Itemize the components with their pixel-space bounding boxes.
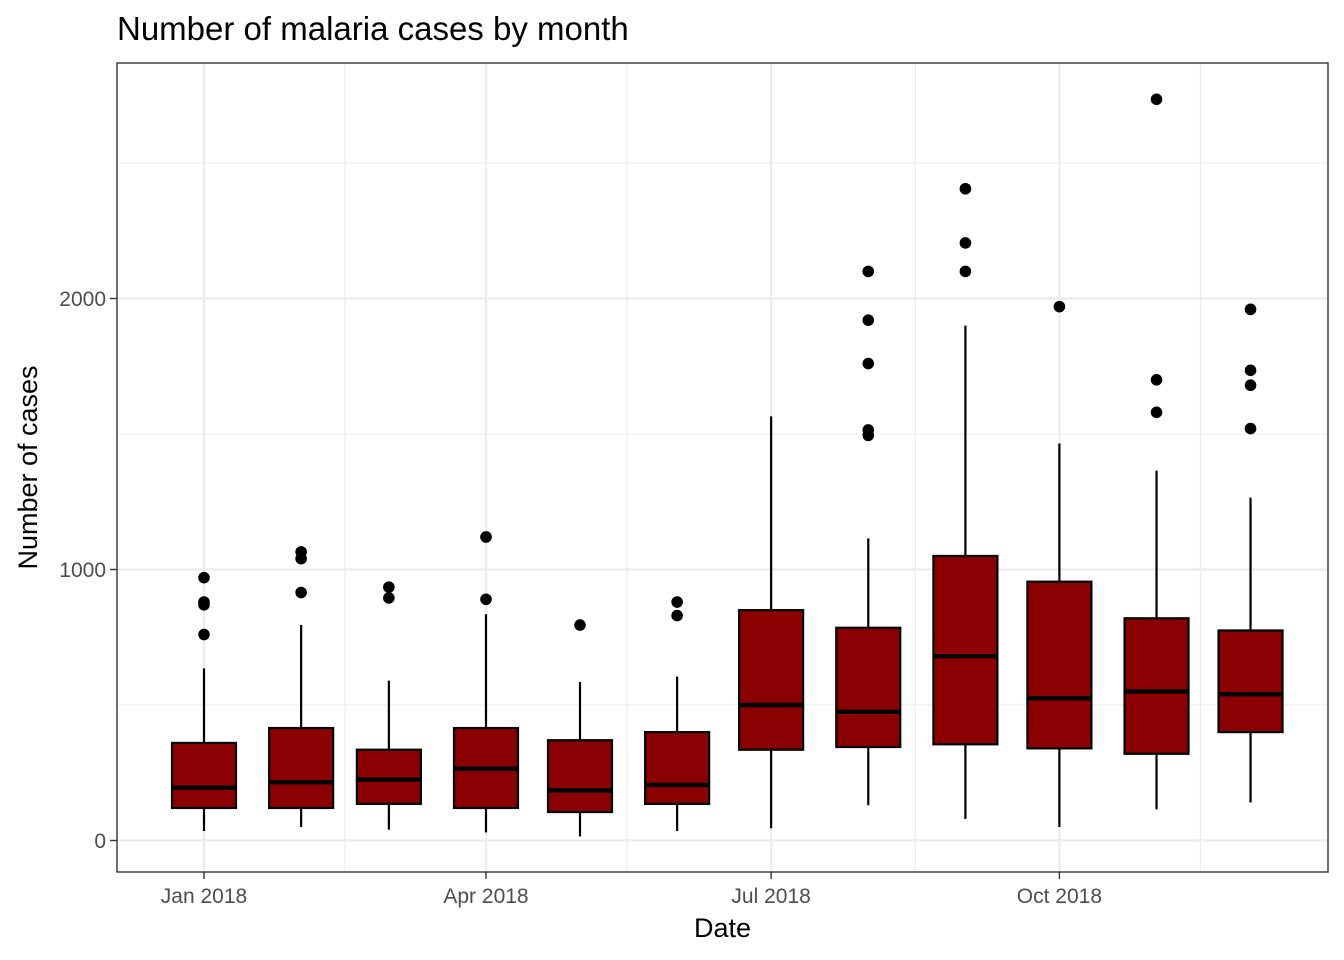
outlier-point [198,628,210,641]
panel-border [116,62,1329,873]
x-tick-label: Jul 2018 [731,885,810,908]
outlier-point [671,596,683,608]
boxplots [170,93,1284,837]
outlier-point [862,424,875,436]
outlier-point [1244,303,1257,316]
outlier-point [862,357,875,370]
x-tick-label: Jan 2018 [161,885,247,908]
outlier-point [574,619,586,631]
boxplot-2018-04 [452,531,520,833]
chart-title: Number of malaria cases by month [117,10,629,47]
outlier-point [959,182,972,195]
y-tick-label: 2000 [59,288,106,311]
axes: 0 1000 2000 Jan 2018 Apr 2018 Jul 2018 Oct 201… [59,288,1102,908]
outlier-point [383,592,395,604]
outlier-point [862,265,875,278]
x-axis-title: Date [694,913,751,943]
outlier-point [198,596,210,608]
boxplot-2018-12 [1217,303,1284,803]
x-tick-label: Apr 2018 [443,885,528,908]
box [932,554,999,746]
y-axis-title: Number of cases [13,365,43,569]
box [1026,580,1093,750]
boxplot-2018-02 [268,546,335,827]
outlier-point [1244,364,1257,377]
outlier-point [295,546,307,558]
outlier-point [383,581,395,593]
boxplot-2018-01 [170,571,238,832]
box [546,739,614,814]
outlier-point [1150,406,1163,419]
x-tick-label: Oct 2018 [1017,885,1102,908]
boxplot-2018-08 [835,265,902,806]
outlier-point [295,586,307,599]
boxplot-2018-03 [355,581,422,830]
outlier-point [1053,300,1066,313]
boxplot-2018-05 [546,619,614,837]
y-tick-label: 0 [94,830,106,853]
box [1217,629,1284,734]
outlier-point [1150,93,1163,106]
outlier-point [959,265,972,278]
outlier-point [862,314,875,326]
outlier-point [198,571,210,584]
box [268,726,335,810]
outlier-point [480,593,492,606]
outlier-point [1244,379,1257,392]
box [355,748,422,806]
boxplot-2018-10 [1026,300,1093,827]
outlier-point [1150,374,1163,386]
outlier-point [671,609,683,622]
box [1123,617,1190,755]
outlier-point [959,237,972,249]
boxplot-2018-11 [1123,93,1190,810]
outlier-point [1244,422,1257,435]
boxplot-2018-09 [932,182,999,819]
y-tick-label: 1000 [59,559,106,582]
box [644,730,711,806]
box [835,626,902,749]
box [170,741,238,810]
boxplot-2018-07 [738,416,805,829]
outlier-point [480,531,492,543]
box [738,609,805,751]
boxplot-2018-06 [644,596,711,832]
